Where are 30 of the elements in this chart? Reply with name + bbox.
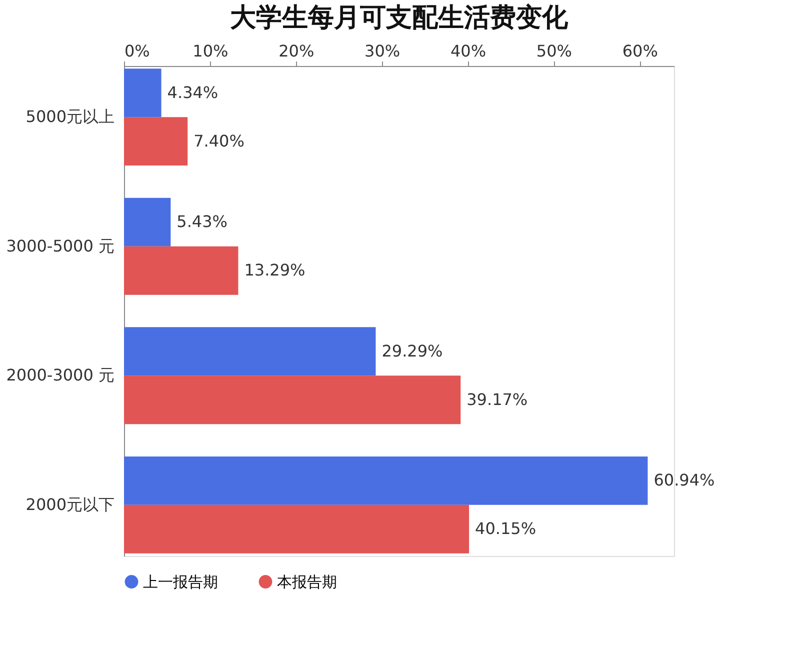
bar [124, 117, 188, 166]
data-label: 60.94% [654, 470, 715, 490]
bar [124, 198, 171, 246]
x-tick-label: 0% [124, 42, 150, 60]
y-tick-label: 2000-3000 元 [6, 366, 114, 385]
bar [124, 504, 470, 554]
x-tick-label: 40% [450, 42, 486, 60]
data-label: 13.29% [244, 260, 306, 280]
bar [124, 246, 238, 295]
x-tick-label: 30% [364, 42, 400, 60]
chart-title: 大学生每月可支配生活费变化 [230, 3, 569, 33]
bar [124, 68, 162, 118]
y-tick-label: 2000元以下 [26, 494, 114, 514]
bar [124, 376, 461, 424]
x-tick-label: 20% [278, 42, 314, 60]
data-label: 5.43% [176, 212, 228, 232]
data-label: 40.15% [475, 519, 536, 538]
y-tick-label: 3000-5000 元 [6, 236, 114, 256]
bar [124, 456, 648, 505]
data-label: 7.40% [194, 131, 244, 150]
data-label: 29.29% [382, 341, 443, 360]
x-tick-label: 50% [536, 42, 572, 60]
x-tick-label: 10% [192, 42, 228, 60]
legend-label: 上一报告期 [143, 572, 218, 591]
x-tick-label: 60% [622, 42, 658, 60]
bar [124, 327, 376, 376]
data-label: 39.17% [466, 390, 528, 409]
data-label: 4.34% [167, 82, 218, 102]
legend-label: 本报告期 [277, 572, 337, 591]
y-tick-label: 5000元以上 [26, 107, 114, 126]
